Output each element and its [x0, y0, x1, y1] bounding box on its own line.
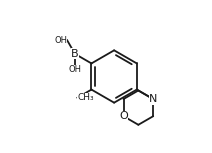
Text: CH₃: CH₃ [77, 93, 94, 102]
Text: B: B [71, 49, 79, 59]
Text: OH: OH [68, 65, 82, 74]
Text: N: N [149, 94, 157, 104]
Text: OH: OH [54, 36, 67, 45]
Text: O: O [119, 111, 128, 121]
